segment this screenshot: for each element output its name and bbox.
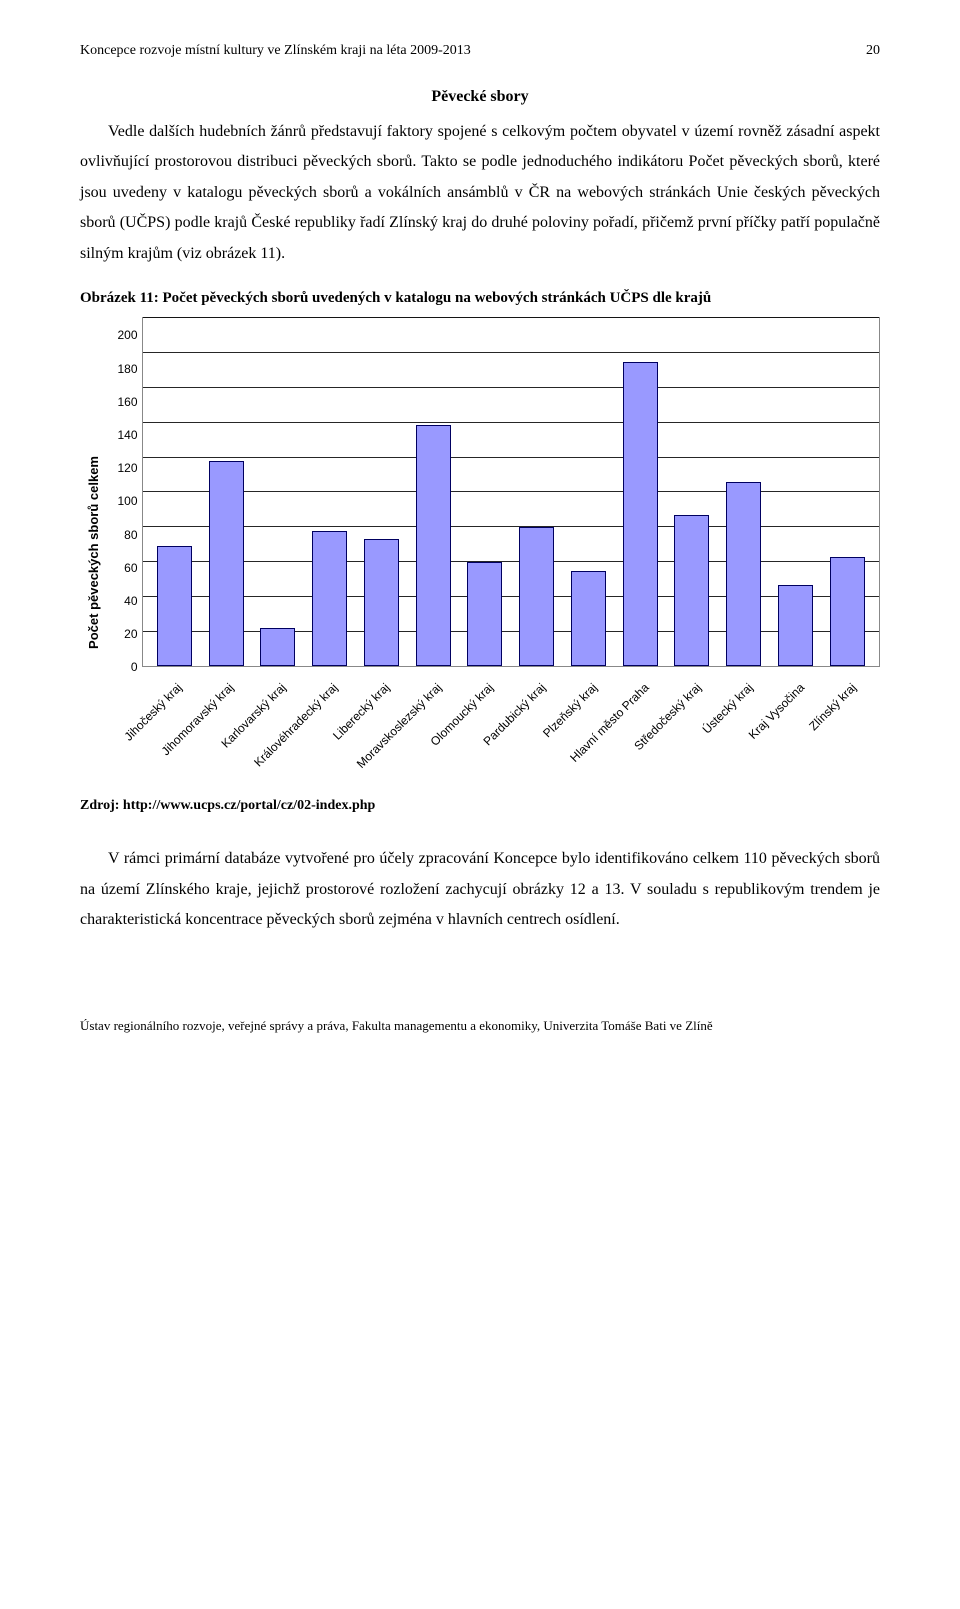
y-tick-label: 180 (108, 360, 138, 378)
y-tick-label: 160 (108, 393, 138, 411)
y-axis-title: Počet pěveckých sborů celkem (80, 456, 108, 649)
y-axis-ticks: 020406080100120140160180200 (108, 317, 142, 667)
y-tick-label: 40 (108, 592, 138, 610)
bar (726, 482, 761, 666)
bar (312, 531, 347, 667)
bar (674, 515, 709, 666)
bar (260, 628, 295, 666)
paragraph-2: V rámci primární databáze vytvořené pro … (80, 844, 880, 935)
y-tick-label: 100 (108, 492, 138, 510)
bar-chart: Počet pěveckých sborů celkem 0 20 40 60 80 10… (80, 317, 880, 787)
bar-slot (407, 318, 459, 666)
y-tick-label: 0 (108, 658, 138, 676)
bar (416, 425, 451, 667)
bar-slot (718, 318, 770, 666)
bar (830, 557, 865, 667)
plot-row: 020406080100120140160180200 (108, 317, 881, 667)
bars-container (143, 318, 880, 666)
bar-slot (821, 318, 873, 666)
page-footer: Ústav regionálního rozvoje, veřejné sprá… (80, 1016, 880, 1036)
bar (571, 571, 606, 667)
bar (209, 461, 244, 666)
section-title: Pěvecké sbory (80, 85, 880, 109)
plot-area (142, 317, 881, 667)
paragraph-1: Vedle dalších hudebních žánrů představuj… (80, 117, 880, 269)
bar (519, 527, 554, 666)
y-tick-label: 200 (108, 326, 138, 344)
x-tick: Zlínský kraj (822, 667, 874, 787)
page-number: 20 (866, 40, 880, 61)
y-tick-label: 120 (108, 459, 138, 477)
y-tick-label: 20 (108, 625, 138, 643)
doc-title: Koncepce rozvoje místní kultury ve Zlíns… (80, 40, 471, 61)
bar-slot (200, 318, 252, 666)
y-tick-label: 140 (108, 426, 138, 444)
bar-slot (666, 318, 718, 666)
bar (778, 585, 813, 667)
bar-slot (149, 318, 201, 666)
bar (157, 546, 192, 666)
bar (364, 539, 399, 666)
figure-source: Zdroj: http://www.ucps.cz/portal/cz/02-i… (80, 795, 880, 816)
bar-slot (356, 318, 408, 666)
page-header: Koncepce rozvoje místní kultury ve Zlíns… (80, 40, 880, 61)
figure-title: Obrázek 11: Počet pěveckých sborů uveden… (80, 287, 880, 310)
bar-slot (304, 318, 356, 666)
bar (623, 362, 658, 667)
bar-slot (459, 318, 511, 666)
y-tick-label: 80 (108, 526, 138, 544)
bar-slot (511, 318, 563, 666)
x-axis-ticks: Jihočeský krajJihomoravský krajKarlovars… (142, 667, 881, 787)
y-tick-label: 60 (108, 559, 138, 577)
bar-slot (563, 318, 615, 666)
bar-slot (614, 318, 666, 666)
bar (467, 562, 502, 666)
bar-slot (770, 318, 822, 666)
chart-inner: 0 20 40 60 80 100 120 140 160 180 200 Jihočeský kr… (108, 317, 881, 787)
bar-slot (252, 318, 304, 666)
